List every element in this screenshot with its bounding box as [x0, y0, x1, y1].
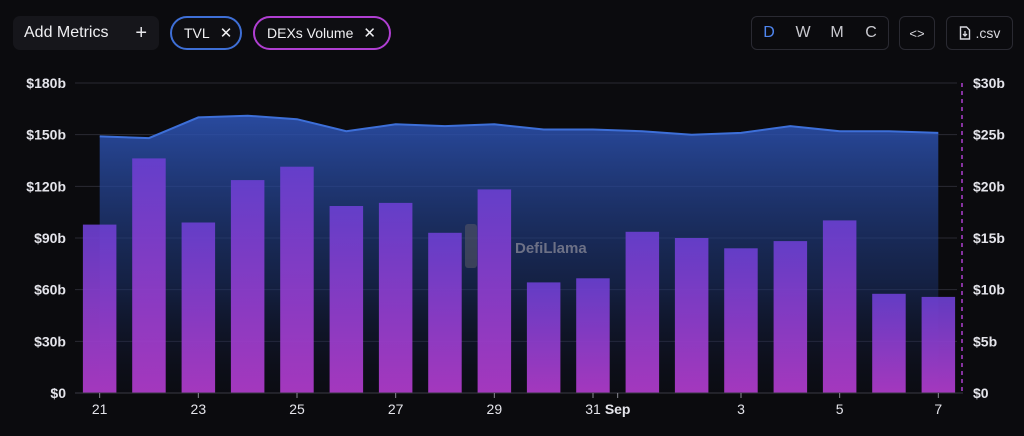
close-icon[interactable]: ✕	[219, 24, 233, 42]
period-monthly-button[interactable]: M	[830, 24, 844, 41]
csv-label: .csv	[975, 25, 1001, 41]
period-weekly-button[interactable]: W	[795, 24, 811, 41]
metric-chip-tvl-label: TVL	[184, 25, 210, 41]
tvl-dex-volume-chart: $0 $30b $60b $90b $120b $150b $180b $0 $5b $10b $1…	[26, 75, 1005, 417]
dex-volume-bar	[329, 206, 364, 393]
close-icon[interactable]: ✕	[363, 24, 376, 42]
dex-volume-bar	[280, 166, 314, 393]
y-left-tick-label: $90b	[34, 230, 66, 246]
dex-volume-bar	[378, 202, 413, 393]
y-right-tick-label: $15b	[973, 230, 1005, 246]
metric-chip-dex-volume-label: DEXs Volume	[267, 25, 354, 41]
chart-area: $0 $30b $60b $90b $120b $150b $180b $0 $5b $10b $1…	[0, 70, 1024, 431]
x-tick-label: 3	[737, 401, 745, 417]
dex-volume-bar	[428, 232, 462, 393]
y-left-tick-label: $180b	[26, 75, 66, 91]
dex-volume-bar	[132, 158, 166, 393]
y-right-tick-label: $10b	[973, 282, 1005, 298]
y-right-tick-label: $25b	[973, 127, 1005, 143]
x-tick-label: Sep	[605, 401, 631, 417]
dex-volume-bar	[724, 248, 758, 393]
x-tick-label: 5	[836, 401, 844, 417]
y-left-tick-label: $150b	[26, 127, 66, 143]
csv-download-button[interactable]: .csv	[946, 16, 1013, 50]
period-daily-button[interactable]: D	[763, 24, 775, 41]
dex-volume-bar	[773, 241, 808, 393]
x-tick-label: 29	[487, 401, 503, 417]
metric-chip-dex-volume[interactable]: DEXs Volume ✕	[253, 16, 391, 50]
dex-volume-bar	[181, 222, 216, 393]
y-right-tick-label: $30b	[973, 75, 1005, 91]
y-left-tick-label: $0	[50, 385, 66, 401]
y-right-tick-label: $20b	[973, 178, 1005, 194]
x-tick-label: 21	[92, 401, 108, 417]
plus-icon: +	[135, 22, 147, 44]
watermark-text: DefiLlama	[515, 240, 587, 257]
dex-volume-bar	[230, 180, 265, 393]
period-selector: D W M C	[751, 16, 889, 50]
add-metrics-button[interactable]: Add Metrics +	[13, 16, 159, 50]
x-tick-label: 25	[289, 401, 305, 417]
x-tick-label: 23	[191, 401, 207, 417]
dex-volume-bar	[477, 189, 512, 393]
x-tick-label: 31	[585, 401, 601, 417]
dex-volume-bar	[82, 224, 117, 393]
period-cumulative-button[interactable]: C	[865, 24, 877, 41]
code-icon: <>	[909, 25, 925, 41]
download-file-icon	[959, 26, 970, 40]
y-left-tick-label: $30b	[34, 333, 66, 349]
y-left-tick-label: $120b	[26, 178, 66, 194]
x-tick-label: 7	[934, 401, 942, 417]
dex-volume-bar	[872, 293, 906, 393]
tvl-line	[99, 114, 939, 140]
dex-volume-bar	[526, 282, 561, 393]
x-tick-label: 27	[388, 401, 404, 417]
dex-volume-bar	[822, 220, 857, 393]
y-right-tick-label: $5b	[973, 333, 997, 349]
dex-volume-bar	[576, 278, 610, 393]
dex-volume-bar	[625, 231, 660, 393]
add-metrics-label: Add Metrics	[24, 24, 109, 41]
dex-volume-bar	[674, 238, 709, 393]
llama-logo	[465, 224, 477, 268]
chart-toolbar: Add Metrics + TVL ✕ DEXs Volume ✕ D W M …	[0, 0, 1024, 70]
y-left-tick-label: $60b	[34, 282, 66, 298]
y-right-tick-label: $0	[973, 385, 989, 401]
embed-button[interactable]: <>	[899, 16, 935, 50]
watermark: DefiLlama	[465, 224, 587, 268]
metric-chip-tvl[interactable]: TVL ✕	[170, 16, 242, 50]
dex-volume-bar	[921, 296, 956, 393]
